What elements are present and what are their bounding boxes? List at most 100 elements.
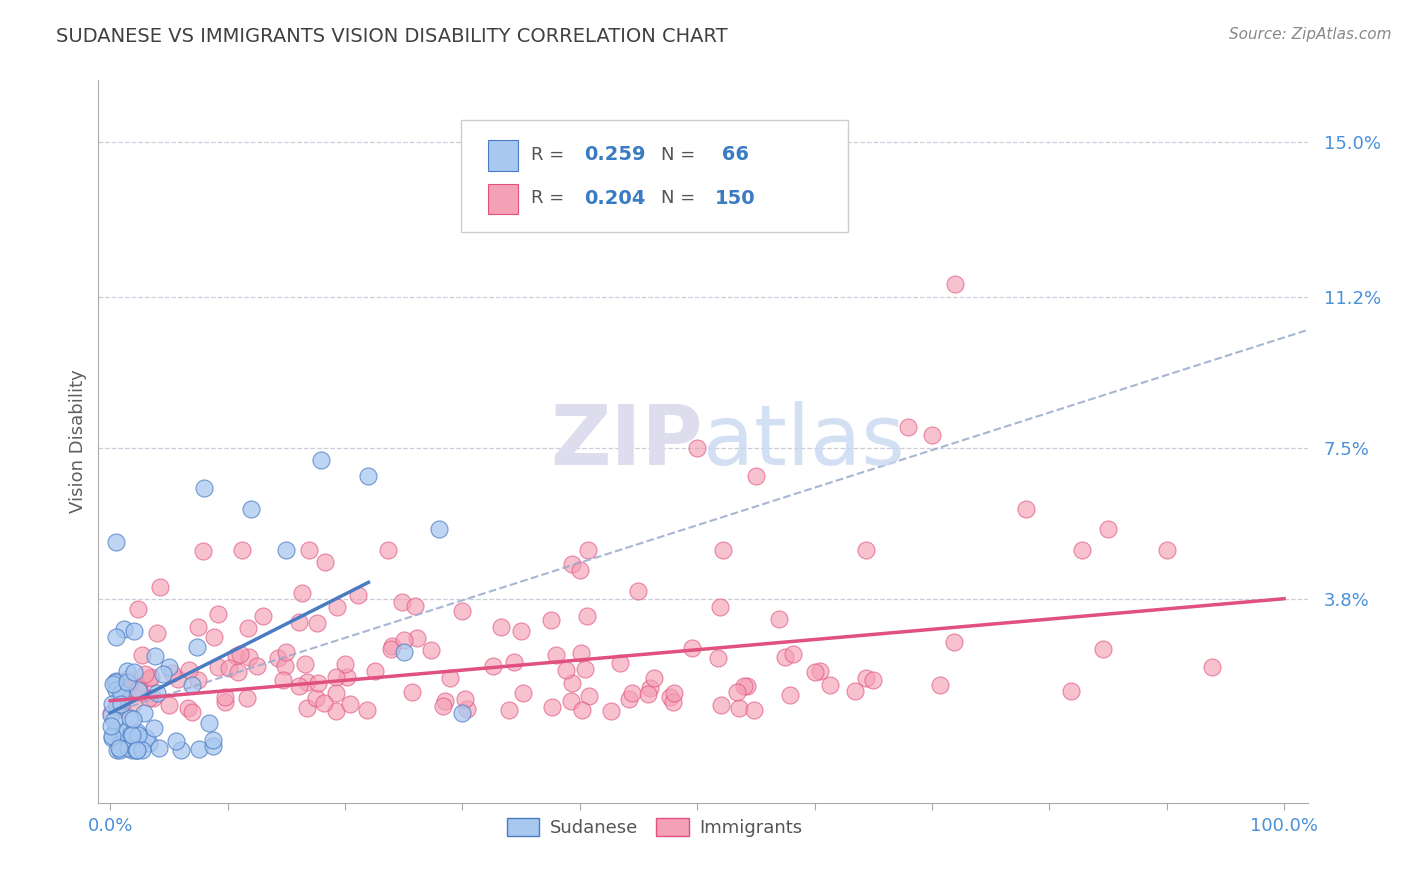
Point bbox=[380, 642, 402, 657]
Point bbox=[115, 673, 138, 687]
Point bbox=[108, 741, 131, 756]
Point bbox=[125, 743, 148, 757]
Point bbox=[225, 649, 247, 664]
Point bbox=[127, 682, 149, 697]
Point bbox=[187, 742, 209, 756]
Point bbox=[707, 651, 730, 665]
Point bbox=[733, 679, 755, 693]
Point bbox=[201, 739, 224, 754]
Point bbox=[231, 542, 253, 557]
Point bbox=[620, 686, 643, 700]
Point bbox=[364, 664, 387, 678]
Point bbox=[725, 685, 748, 699]
Point bbox=[637, 687, 659, 701]
Point bbox=[181, 705, 204, 719]
Point bbox=[502, 656, 524, 670]
Point bbox=[198, 715, 221, 730]
Point bbox=[157, 698, 180, 712]
Point bbox=[193, 544, 215, 558]
Point bbox=[193, 482, 215, 496]
Point bbox=[510, 624, 533, 639]
Point bbox=[1092, 642, 1115, 657]
Point bbox=[432, 699, 454, 714]
Point bbox=[121, 743, 143, 757]
Point bbox=[252, 609, 274, 624]
Point bbox=[294, 657, 316, 672]
Point bbox=[104, 723, 127, 737]
Point bbox=[187, 620, 209, 634]
Point bbox=[600, 705, 623, 719]
Point bbox=[101, 677, 124, 691]
Point bbox=[1097, 522, 1119, 536]
Point bbox=[276, 542, 298, 557]
Text: atlas: atlas bbox=[703, 401, 904, 482]
Point bbox=[157, 660, 180, 674]
Point bbox=[218, 661, 240, 675]
Point bbox=[311, 453, 333, 467]
Point bbox=[609, 657, 631, 671]
Point bbox=[105, 743, 128, 757]
Point bbox=[336, 670, 359, 684]
Point bbox=[214, 695, 236, 709]
Point bbox=[401, 685, 423, 699]
Point bbox=[391, 594, 413, 608]
Text: 150: 150 bbox=[716, 188, 755, 208]
Point bbox=[561, 675, 583, 690]
Point bbox=[803, 665, 825, 680]
Point bbox=[406, 631, 429, 645]
Point bbox=[643, 671, 665, 685]
Text: N =: N = bbox=[661, 145, 700, 164]
Point bbox=[742, 703, 765, 717]
Point bbox=[115, 664, 138, 678]
Point bbox=[111, 702, 134, 716]
Point bbox=[489, 620, 512, 634]
Point bbox=[105, 630, 128, 644]
Point bbox=[571, 703, 593, 717]
Point bbox=[855, 542, 877, 557]
Point bbox=[433, 694, 456, 708]
Point bbox=[419, 642, 441, 657]
Point bbox=[357, 469, 380, 483]
Point bbox=[325, 600, 347, 615]
Point bbox=[921, 428, 943, 442]
Point bbox=[307, 676, 329, 690]
Point bbox=[942, 635, 965, 649]
Point bbox=[333, 657, 356, 671]
Point bbox=[574, 662, 596, 676]
Point bbox=[662, 685, 685, 699]
Point bbox=[339, 697, 361, 711]
Y-axis label: Vision Disability: Vision Disability bbox=[69, 369, 87, 514]
Point bbox=[481, 658, 503, 673]
Point bbox=[295, 701, 318, 715]
Point bbox=[1156, 542, 1178, 557]
Point bbox=[238, 650, 260, 665]
Point bbox=[240, 502, 263, 516]
Point bbox=[661, 694, 683, 708]
Point bbox=[945, 277, 967, 292]
Point bbox=[142, 721, 165, 735]
Point bbox=[125, 743, 148, 757]
Point bbox=[138, 736, 160, 750]
Point bbox=[627, 583, 650, 598]
Point bbox=[118, 675, 141, 690]
Point bbox=[181, 678, 204, 692]
Legend: Sudanese, Immigrants: Sudanese, Immigrants bbox=[499, 811, 810, 845]
Point bbox=[713, 542, 735, 557]
Point bbox=[128, 679, 150, 693]
Point bbox=[728, 701, 751, 715]
Text: ZIP: ZIP bbox=[551, 401, 703, 482]
Point bbox=[131, 648, 153, 662]
Point bbox=[139, 671, 162, 685]
Point bbox=[132, 706, 155, 721]
Point bbox=[768, 612, 790, 626]
Point bbox=[134, 667, 156, 681]
Point bbox=[710, 698, 733, 712]
Point bbox=[312, 696, 335, 710]
Point bbox=[177, 700, 200, 714]
Point bbox=[120, 727, 142, 741]
Point bbox=[138, 691, 160, 706]
Point bbox=[512, 685, 534, 699]
FancyBboxPatch shape bbox=[461, 120, 848, 232]
Point bbox=[827, 155, 849, 169]
Point bbox=[110, 687, 132, 701]
